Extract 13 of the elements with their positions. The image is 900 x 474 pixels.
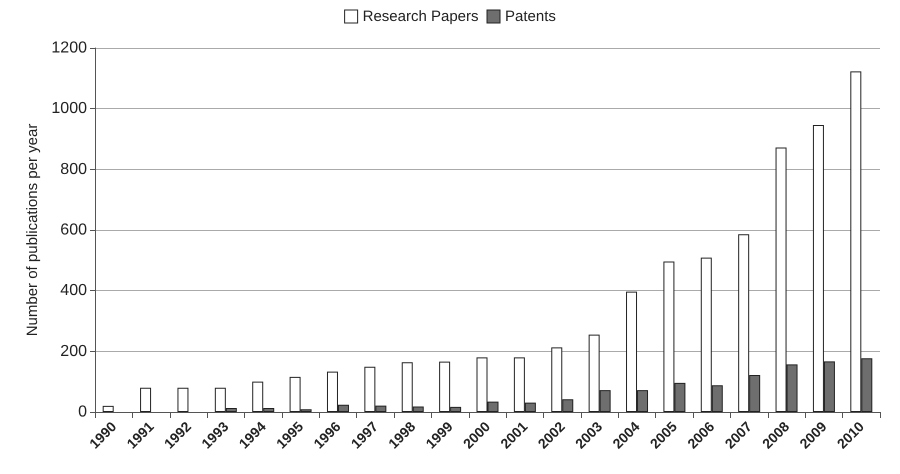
y-tick-label: 1000	[51, 100, 88, 118]
bar	[177, 388, 188, 412]
y-tick-label: 400	[60, 282, 88, 300]
y-tick-label: 1200	[51, 40, 88, 56]
legend-label: Patents	[505, 8, 556, 25]
y-tick-label: 200	[60, 342, 88, 360]
y-tick-label: 0	[78, 404, 88, 420]
bar	[102, 406, 114, 412]
y-axis-title: Number of publications per year	[24, 124, 41, 336]
y-tick-label: 600	[60, 222, 88, 238]
y-tick-label: 800	[60, 160, 88, 178]
bar	[140, 388, 152, 412]
legend-label: Research Papers	[362, 8, 479, 25]
